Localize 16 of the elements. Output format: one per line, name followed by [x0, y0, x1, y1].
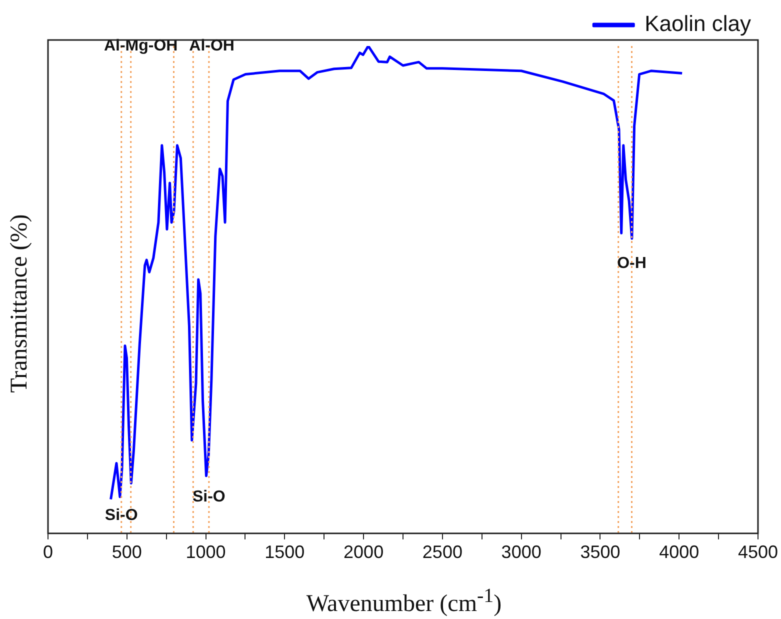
x-tick-label: 4500 [738, 542, 778, 562]
x-tick-label: 2500 [422, 542, 462, 562]
x-axis-title: Wavenumber (cm$^{-1}$) [305, 585, 503, 618]
y-axis-title: Transmittance (%) [6, 213, 34, 395]
x-tick-label: 0 [42, 542, 54, 562]
annotation: O-H [617, 254, 646, 272]
x-tick-label: 1000 [186, 542, 226, 562]
annotation: Si-O [104, 506, 138, 524]
x-tick-label: 500 [112, 542, 142, 562]
annotation: Si-O [192, 488, 226, 506]
x-tick-label: 3000 [501, 542, 542, 562]
x-tick-label: 3500 [580, 542, 620, 562]
x-tick-label: 1500 [264, 542, 305, 562]
legend-label: Kaolin clay [644, 11, 751, 36]
x-tick-label: 4000 [659, 542, 700, 562]
x-tick-label: 2000 [344, 542, 384, 562]
